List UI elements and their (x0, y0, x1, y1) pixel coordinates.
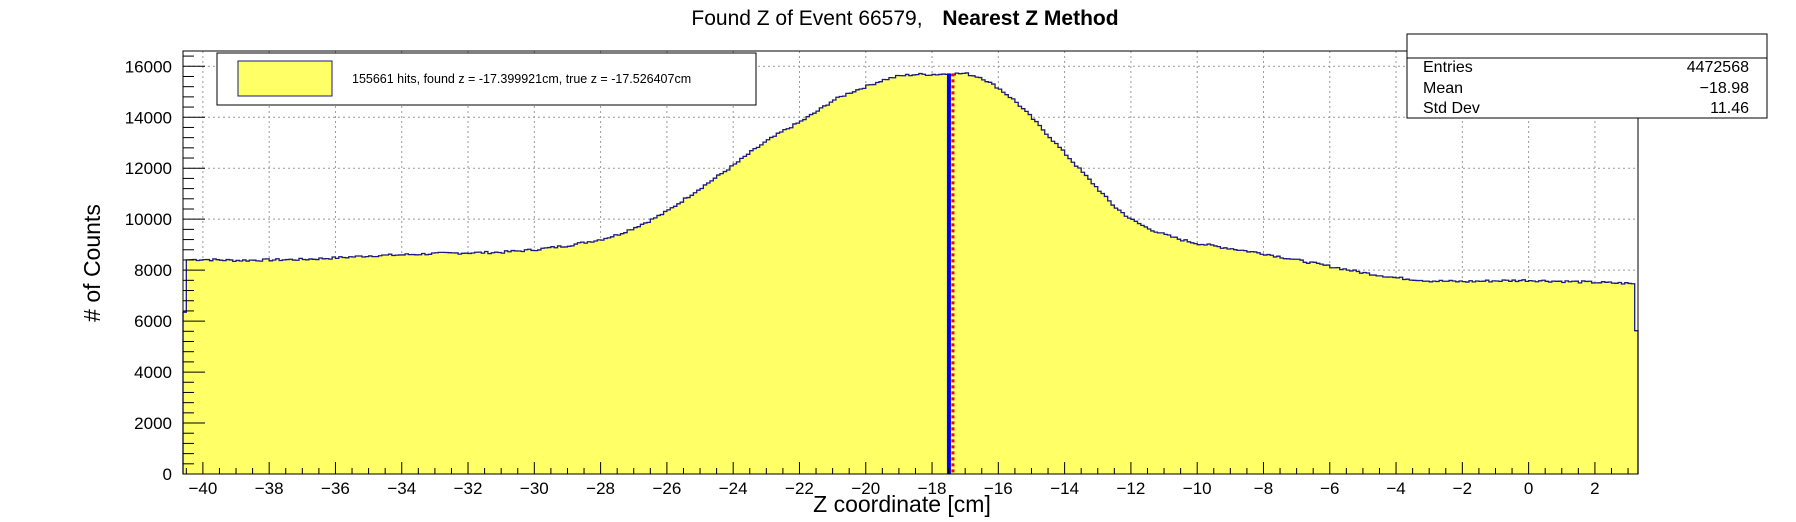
stats-mean-value: −18.98 (1700, 80, 1749, 97)
legend: 155661 hits, found z = -17.399921cm, tru… (216, 52, 757, 106)
x-tick-label: −28 (586, 479, 615, 498)
z-markers (946, 73, 955, 474)
y-tick-label: 12000 (125, 159, 172, 178)
x-axis-title: Z coordinate [cm] (813, 491, 991, 517)
x-tick-label: 0 (1524, 479, 1533, 498)
x-tick-label: −12 (1116, 479, 1145, 498)
x-tick-label: −10 (1183, 479, 1212, 498)
stats-box: Entries 4472568 Mean −18.98 Std Dev 11.4… (1406, 33, 1768, 119)
x-tick-label: −20 (851, 479, 880, 498)
stats-entries-value: 4472568 (1687, 59, 1749, 76)
x-tick-label: −30 (520, 479, 549, 498)
y-tick-label: 8000 (134, 261, 172, 280)
x-tick-label: −2 (1453, 479, 1472, 498)
chart-title-method: Nearest Z Method (942, 7, 1118, 30)
y-axis-title: # of Counts (79, 204, 105, 322)
x-tick-label: −32 (454, 479, 483, 498)
x-tick-label: −34 (387, 479, 416, 498)
histogram-fill (183, 72, 1638, 474)
x-tick-label: −36 (321, 479, 350, 498)
x-tick-label: −38 (255, 479, 284, 498)
x-tick-label: 2 (1590, 479, 1599, 498)
x-tick-label: −26 (652, 479, 681, 498)
y-tick-label: 10000 (125, 210, 172, 229)
stats-entries-label: Entries (1423, 59, 1473, 76)
stats-frame (1406, 33, 1768, 119)
y-tick-label: 4000 (134, 363, 172, 382)
x-tick-label: −4 (1386, 479, 1405, 498)
chart-title: Found Z of Event 66579, Nearest Z Method (691, 7, 1118, 30)
legend-entry: 155661 hits, found z = -17.399921cm, tru… (352, 72, 691, 86)
chart-title-main: Found Z of Event 66579, (691, 7, 922, 30)
stats-stddev-value: 11.46 (1710, 100, 1749, 117)
y-tick-label: 6000 (134, 312, 172, 331)
legend-swatch (237, 60, 333, 97)
histogram-outline (182, 72, 1639, 474)
x-tick-label: −16 (984, 479, 1013, 498)
stats-stddev-label: Std Dev (1423, 100, 1480, 117)
x-tick-label: −8 (1254, 479, 1273, 498)
x-tick-label: −18 (918, 479, 947, 498)
x-tick-label: −6 (1320, 479, 1339, 498)
x-tick-label: −14 (1050, 479, 1079, 498)
y-axis: 0 2000 4000 6000 8000 10000 12000 14000 16000 (125, 55, 205, 484)
plot-frame (182, 50, 1639, 475)
y-tick-label: 14000 (125, 108, 172, 127)
x-tick-label: −40 (188, 479, 217, 498)
y-tick-label: 16000 (125, 57, 172, 76)
y-tick-label: 2000 (134, 414, 172, 433)
x-axis: −40 −38 −36 −34 −32 −30 −28 −26 −24 −22 −20 −18 −16−… (185, 462, 1629, 498)
x-tick-label: −24 (719, 479, 748, 498)
stats-mean-label: Mean (1423, 80, 1463, 97)
x-tick-label: −22 (785, 479, 814, 498)
y-tick-label: 0 (163, 465, 172, 484)
